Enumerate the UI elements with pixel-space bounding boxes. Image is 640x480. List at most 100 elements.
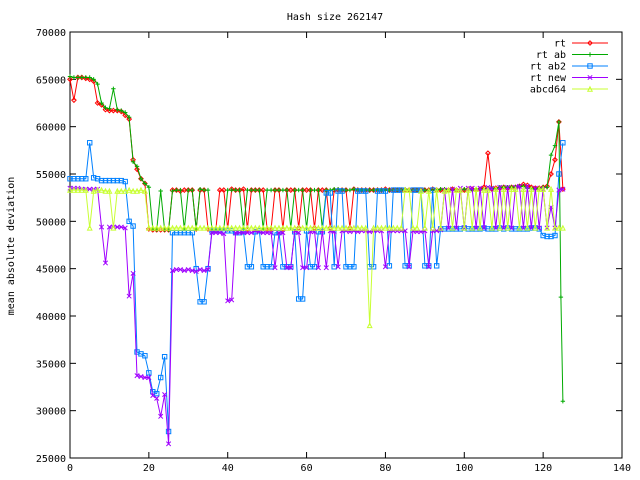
data-point: [328, 187, 333, 193]
data-point: [71, 97, 77, 104]
data-point: [437, 224, 444, 231]
data-point: [264, 224, 271, 231]
data-point: [477, 185, 483, 191]
data-point: [280, 187, 286, 193]
data-point: [551, 224, 558, 231]
data-point: [528, 185, 535, 192]
data-point: [438, 186, 443, 192]
data-point: [417, 187, 424, 194]
data-point: [520, 225, 526, 231]
data-point: [445, 225, 452, 231]
data-point: [118, 187, 125, 194]
data-point: [98, 186, 105, 193]
y-tick-label: 70000: [36, 28, 66, 39]
data-point: [233, 230, 239, 236]
data-point: [208, 224, 215, 231]
data-point: [90, 187, 97, 194]
data-point: [87, 75, 92, 80]
data-point: [528, 225, 534, 231]
data-point: [370, 264, 377, 270]
data-point: [354, 224, 361, 231]
data-point: [552, 156, 558, 163]
data-point: [102, 106, 109, 113]
data-point: [291, 224, 298, 231]
data-point: [406, 186, 413, 193]
data-point: [303, 187, 310, 194]
legend-label: rt ab2: [530, 62, 566, 73]
data-point: [363, 188, 369, 194]
data-point: [228, 224, 235, 231]
data-point: [481, 225, 487, 231]
data-point: [512, 185, 519, 192]
series-line: [70, 185, 564, 444]
data-point: [434, 228, 440, 234]
data-point: [386, 263, 393, 269]
data-point: [240, 229, 247, 235]
data-point: [505, 184, 511, 190]
data-point: [190, 187, 195, 193]
data-point: [197, 267, 203, 273]
data-point: [469, 224, 476, 231]
data-point: [339, 188, 345, 194]
data-point: [248, 224, 255, 231]
data-point: [161, 224, 168, 231]
data-point: [252, 224, 259, 231]
data-point: [102, 260, 109, 266]
data-point: [493, 225, 499, 231]
data-point: [232, 224, 239, 231]
data-point: [134, 373, 140, 379]
data-point: [150, 392, 156, 399]
data-point: [102, 187, 109, 194]
data-point: [130, 159, 136, 164]
data-point: [279, 224, 286, 231]
data-point: [157, 224, 164, 231]
data-point: [402, 186, 409, 193]
x-tick-label: 120: [534, 463, 552, 474]
data-point: [316, 187, 321, 193]
data-point: [469, 185, 475, 191]
data-point: [122, 187, 129, 194]
data-point: [303, 228, 310, 234]
data-point: [284, 187, 290, 193]
data-point: [462, 186, 467, 192]
data-point: [201, 187, 207, 193]
data-point: [205, 267, 211, 273]
data-point: [126, 218, 132, 225]
data-point: [497, 184, 503, 190]
data-point: [587, 52, 593, 57]
data-point: [319, 224, 326, 231]
data-point: [536, 225, 542, 231]
data-point: [540, 185, 547, 192]
data-point: [386, 224, 393, 231]
data-point: [304, 265, 310, 271]
data-point: [134, 166, 140, 173]
data-point: [335, 224, 342, 231]
data-point: [264, 187, 270, 193]
data-point: [303, 224, 310, 231]
data-point: [145, 224, 152, 231]
data-point: [433, 263, 440, 269]
data-point: [335, 264, 341, 270]
data-point: [185, 224, 192, 231]
data-point: [193, 224, 200, 231]
data-point: [264, 230, 270, 236]
data-point: [146, 374, 152, 381]
data-point: [327, 190, 333, 196]
series-rt-new: [67, 183, 566, 447]
data-point: [280, 230, 286, 236]
data-point: [260, 224, 267, 231]
data-point: [453, 225, 459, 231]
data-point: [82, 186, 89, 193]
y-tick-label: 55000: [36, 170, 66, 181]
data-point: [86, 224, 93, 231]
data-point: [229, 187, 234, 193]
data-point: [165, 224, 172, 231]
data-point: [134, 164, 140, 169]
data-point: [299, 224, 306, 231]
data-point: [253, 187, 258, 193]
data-point: [110, 224, 117, 231]
data-point: [114, 187, 121, 194]
data-point: [66, 186, 74, 193]
data-point: [331, 264, 337, 270]
